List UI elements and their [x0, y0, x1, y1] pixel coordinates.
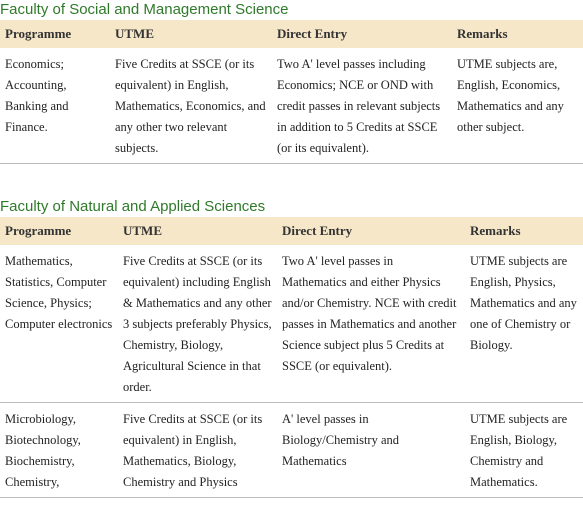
cell: UTME subjects are English, Physics, Math…	[465, 245, 583, 403]
header-cell: UTME	[118, 217, 277, 245]
row: Economics; Accounting, Banking and Finan…	[0, 48, 583, 164]
cell: Mathematics, Statistics, Computer Scienc…	[0, 245, 118, 403]
section-title: Faculty of Social and Management Science	[0, 1, 289, 18]
cell: Two A' level passes in Mathematics and e…	[277, 245, 465, 403]
cell: Economics; Accounting, Banking and Finan…	[0, 48, 110, 164]
content: Faculty of Social and Management Science…	[0, 1, 583, 498]
header-row: Programme UTME Direct Entry Remarks	[0, 217, 583, 245]
cell: Two A' level passes including Economics;…	[272, 48, 452, 164]
table-body: Economics; Accounting, Banking and Finan…	[0, 48, 583, 164]
cell: Five Credits at SSCE (or its equivalent)…	[110, 48, 272, 164]
header-cell: Programme	[0, 20, 110, 48]
table-body: Mathematics, Statistics, Computer Scienc…	[0, 245, 583, 498]
cell: A' level passes in Biology/Chemistry and…	[277, 402, 465, 498]
table-head: Programme UTME Direct Entry Remarks	[0, 217, 583, 245]
cell: Microbiology, Biotechnology, Biochemistr…	[0, 402, 118, 498]
header-cell: UTME	[110, 20, 272, 48]
section-title: Faculty of Natural and Applied Sciences	[0, 198, 266, 215]
cell: Five Credits at SSCE (or its equivalent)…	[118, 402, 277, 498]
row: Microbiology, Biotechnology, Biochemistr…	[0, 402, 583, 498]
cell: UTME subjects are English, Biology, Chem…	[465, 402, 583, 498]
header-cell: Remarks	[465, 217, 583, 245]
header-cell: Direct Entry	[272, 20, 452, 48]
row: Mathematics, Statistics, Computer Scienc…	[0, 245, 583, 403]
spacer	[0, 164, 583, 197]
cell: UTME subjects are, English, Economics, M…	[452, 48, 583, 164]
header-row: Programme UTME Direct Entry Remarks	[0, 20, 583, 48]
header-cell: Direct Entry	[277, 217, 465, 245]
table: Programme UTME Direct Entry Remarks Economic…	[0, 20, 583, 164]
table-head: Programme UTME Direct Entry Remarks	[0, 20, 583, 48]
table: Programme UTME Direct Entry Remarks Mathemat…	[0, 217, 583, 498]
header-cell: Remarks	[452, 20, 583, 48]
cell: Five Credits at SSCE (or its equivalent)…	[118, 245, 277, 403]
header-cell: Programme	[0, 217, 118, 245]
